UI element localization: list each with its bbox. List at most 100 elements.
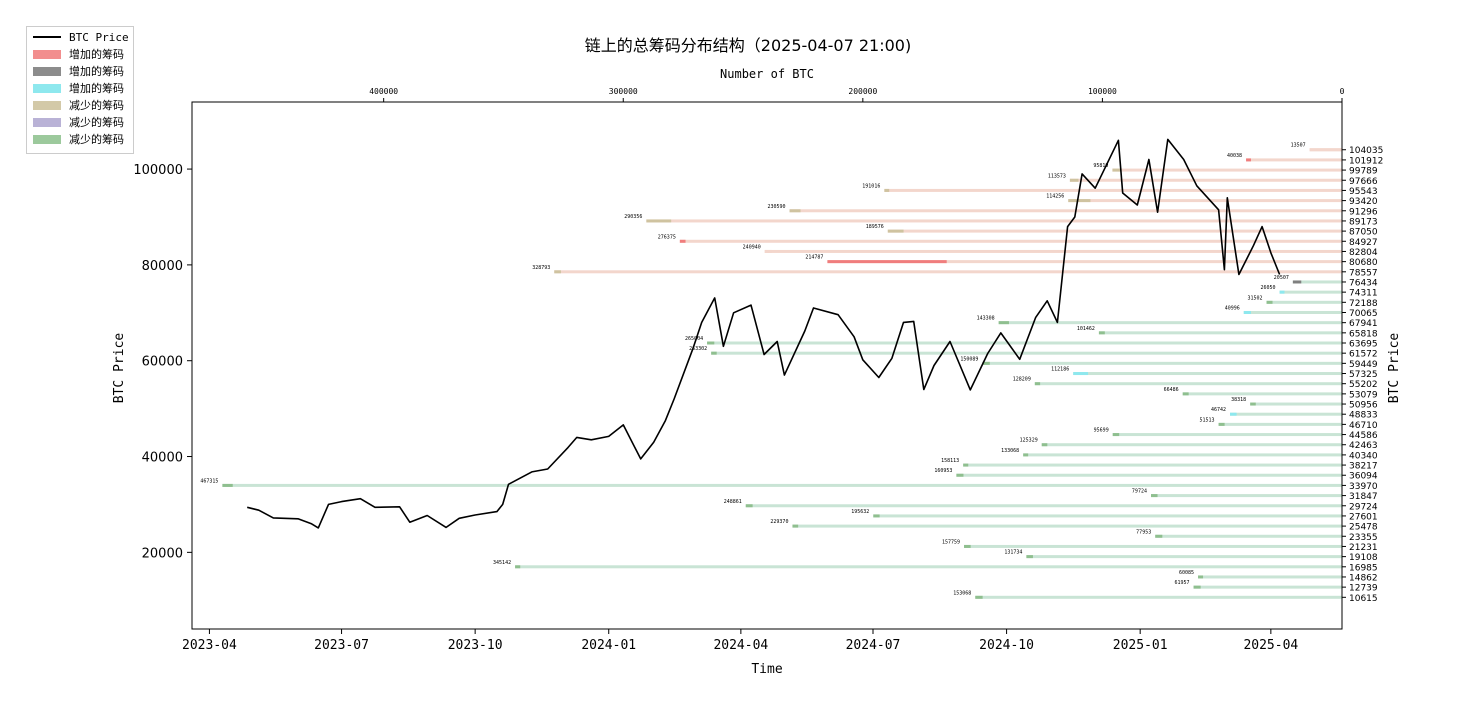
chip-bar	[1266, 300, 1342, 304]
legend-item-added-cyan: 增加的筹码	[33, 80, 124, 96]
y-tick-label: 80000	[142, 259, 183, 274]
right-tick-label: 19108	[1349, 553, 1378, 563]
right-tick-label: 33970	[1349, 482, 1378, 492]
x-tick-label: 2025-04	[1243, 638, 1298, 653]
chip-bar-label: 153068	[953, 590, 971, 596]
right-tick-label: 87050	[1349, 228, 1378, 238]
chip-bar	[956, 473, 1342, 477]
chip-bar	[998, 321, 1342, 325]
legend-swatch-line	[33, 36, 61, 38]
chip-bar-label: 60085	[1179, 570, 1194, 576]
right-tick-label: 89173	[1349, 217, 1378, 227]
legend-label: 减少的筹码	[69, 99, 124, 112]
right-tick-label: 93420	[1349, 197, 1378, 207]
legend-item-added-gray: 增加的筹码	[33, 63, 124, 79]
chip-bar-change	[887, 229, 904, 233]
chip-bar-label: 191016	[862, 183, 880, 189]
chip-bar-change	[1041, 443, 1048, 447]
chip-bar-label: 40996	[1225, 305, 1240, 311]
y-tick-label: 60000	[142, 355, 183, 370]
x-tick-label: 2024-07	[846, 638, 901, 653]
chip-bar	[707, 341, 1342, 345]
plot-area: 13507 40038 95819 113573 191016 114256 230590 2…	[133, 87, 1383, 653]
chip-bar-label: 101462	[1077, 326, 1095, 332]
chip-bar-label: 31502	[1247, 295, 1262, 301]
legend-label: BTC Price	[69, 30, 129, 44]
right-tick-label: 104035	[1349, 146, 1383, 156]
top-tick-label: 100000	[1088, 87, 1117, 96]
chip-bar-label: 150089	[960, 356, 978, 362]
chip-bar-change	[1230, 412, 1237, 416]
chip-bar-label: 276375	[658, 234, 676, 240]
chip-bar-label: 13507	[1291, 143, 1306, 149]
chip-bar-label: 77953	[1136, 529, 1151, 535]
chip-bar-label: 189576	[866, 224, 884, 230]
y-tick-label: 20000	[142, 546, 183, 561]
legend-label: 增加的筹码	[69, 65, 124, 78]
chip-bar-change	[998, 321, 1009, 325]
chip-bar-label: 133068	[1001, 448, 1019, 454]
right-tick-label: 48833	[1349, 411, 1378, 421]
legend-swatch	[33, 100, 61, 110]
chip-bar-label: 467315	[200, 478, 218, 484]
chip-bar-change	[707, 341, 715, 345]
x-tick-label: 2023-04	[182, 638, 237, 653]
y-axis-label-right: BTC Price	[1387, 333, 1402, 404]
chip-bar-label: 131734	[1004, 550, 1022, 556]
chip-bar-change	[982, 361, 990, 365]
chip-bar	[789, 209, 1342, 213]
right-tick-label: 57325	[1349, 370, 1378, 380]
chip-bar-label: 66486	[1164, 387, 1179, 393]
chip-bar-label: 265004	[685, 336, 703, 342]
chip-bar	[764, 249, 1342, 253]
chip-bar-change	[1098, 331, 1105, 335]
legend-item-reduced-green: 减少的筹码	[33, 131, 124, 147]
chip-bar-change	[1150, 494, 1158, 498]
chip-bar	[827, 260, 1342, 264]
chip-bar	[1023, 453, 1342, 457]
top-tick-label: 0	[1340, 87, 1345, 96]
right-tick-label: 12739	[1349, 584, 1378, 594]
legend-item-btc-price: BTC Price	[33, 29, 129, 45]
chip-bar	[1069, 178, 1342, 182]
chip-bar-change	[1026, 555, 1033, 559]
chip-bar-change	[827, 260, 947, 264]
x-tick-label: 2023-07	[314, 638, 369, 653]
chip-bar-change	[679, 239, 686, 243]
legend-swatch	[33, 49, 61, 59]
chip-bar-label: 95699	[1094, 428, 1109, 434]
chip-bar	[1112, 168, 1342, 172]
right-tick-label: 50956	[1349, 401, 1378, 411]
right-tick-label: 74311	[1349, 289, 1378, 299]
right-tick-label: 31847	[1349, 492, 1378, 502]
legend-swatch	[33, 83, 61, 93]
right-tick-label: 97666	[1349, 177, 1378, 187]
chip-bar-label: 240940	[743, 244, 761, 250]
right-tick-label: 38217	[1349, 462, 1378, 472]
chip-bar-label: 38318	[1231, 397, 1246, 403]
chip-bar-change	[1292, 280, 1302, 284]
right-tick-label: 14862	[1349, 573, 1378, 583]
legend-item-added-red: 增加的筹码	[33, 46, 124, 62]
right-tick-label: 91296	[1349, 207, 1378, 217]
right-tick-label: 55202	[1349, 380, 1378, 390]
chip-bar	[646, 219, 1342, 223]
chip-bar	[515, 565, 1342, 569]
chip-bar	[1150, 494, 1342, 498]
chip-bar-label: 51513	[1200, 417, 1215, 423]
chip-bar	[1182, 392, 1342, 396]
chip-bar-change	[789, 209, 801, 213]
chip-bar-label: 229370	[770, 519, 788, 525]
chip-bar-change	[1246, 158, 1251, 162]
chip-bar-label: 160953	[934, 468, 952, 474]
chip-bar-change	[1069, 178, 1079, 182]
chip-bar-label: 157759	[942, 539, 960, 545]
legend-swatch	[33, 117, 61, 127]
chip-bar	[963, 463, 1342, 467]
right-tick-label: 27601	[1349, 512, 1378, 522]
right-tick-label: 21231	[1349, 543, 1378, 553]
chip-bar-change	[646, 219, 672, 223]
chip-bar	[1073, 372, 1342, 376]
right-tick-label: 80680	[1349, 258, 1378, 268]
